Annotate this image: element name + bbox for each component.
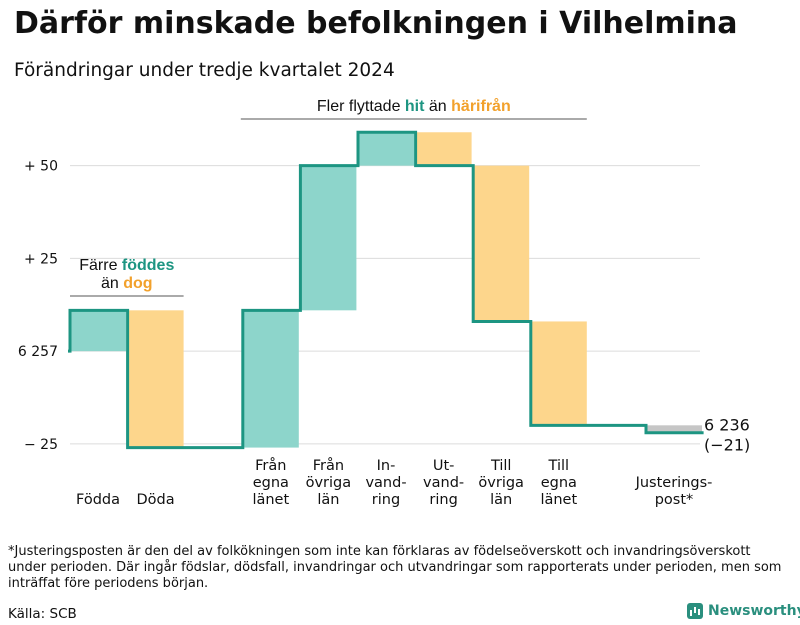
category-label-3-line-2: länet — [252, 492, 290, 508]
category-label-7-line-2: län — [490, 492, 513, 508]
category-label-8-line-1: egna — [540, 475, 577, 491]
y-tick-label-3: + 50 — [24, 159, 58, 175]
migration-annotation-text-0-part-0: Fler flyttade — [317, 98, 405, 115]
category-label-8-line-0: Till — [548, 458, 570, 474]
category-label-7-line-1: övriga — [478, 475, 524, 491]
chart-title: Därför minskade befolkningen i Vilhelmin… — [14, 6, 738, 41]
cumulative-step-line — [68, 130, 704, 450]
category-label-6: Ut-vand-ring — [409, 458, 479, 509]
migration-annotation-text-0-part-2: än — [424, 98, 451, 115]
category-label-5-line-2: ring — [371, 492, 401, 508]
category-label-7: Till övriga län — [466, 458, 536, 509]
category-label-10-line-1: post* — [654, 492, 694, 508]
category-label-3-line-1: egna — [252, 475, 289, 491]
newsworthy-logo-icon — [687, 603, 703, 619]
bar-8 — [530, 321, 587, 426]
births-annotation-text-0-part-0: Färre — [79, 257, 122, 274]
bar-1 — [127, 310, 184, 448]
chart-subtitle: Förändringar under tredje kvartalet 2024 — [14, 60, 395, 81]
migration-annotation-text-0-part-3: härifrån — [451, 97, 511, 115]
category-label-3-line-0: Från — [255, 458, 287, 474]
brand-logo: Newsworthy — [687, 603, 800, 619]
category-label-7-line-0: Till — [490, 458, 512, 474]
category-label-0-line-0: Födda — [76, 492, 120, 508]
category-label-5-line-1: vand- — [365, 475, 407, 491]
category-label-3: Från egna länet — [236, 458, 306, 509]
waterfall-chart: − 256 257+ 25+ 506 236(−21)Färre föddesä… — [18, 97, 750, 455]
category-label-6-line-1: vand- — [423, 475, 465, 491]
end-change-label: (−21) — [704, 436, 750, 455]
brand-name: Newsworthy — [708, 603, 800, 619]
births-annotation-text-1-part-1: dog — [123, 275, 152, 292]
category-label-0: Födda — [63, 492, 133, 509]
migration-annotation-text-0-part-1: hit — [405, 98, 425, 115]
category-label-10: Justerings-post* — [624, 475, 724, 509]
category-label-4: Från övriga län — [293, 458, 363, 509]
bar-6 — [415, 132, 472, 166]
bar-0 — [70, 310, 126, 352]
category-label-4-line-2: län — [317, 492, 340, 508]
footnote: *Justeringsposten är den del av folkökni… — [8, 544, 782, 591]
category-label-4-line-0: Från — [312, 458, 345, 474]
category-label-6-line-2: ring — [429, 492, 458, 508]
births-annotation-text-1-part-0: än — [101, 275, 123, 292]
births-annotation-text-1: än dog — [101, 275, 153, 292]
category-label-1-line-0: Döda — [136, 492, 175, 508]
births-annotation-text-0-part-1: föddes — [122, 257, 175, 274]
category-label-5: In-vand-ring — [351, 458, 421, 509]
end-value-label: 6 236 — [704, 416, 750, 435]
bar-5 — [358, 132, 414, 166]
births-annotation-text-0: Färre föddes — [79, 257, 174, 274]
category-label-4-line-1: övriga — [305, 475, 352, 491]
bar-4 — [300, 165, 357, 311]
bar-10 — [646, 425, 702, 433]
source-label: Källa: SCB — [8, 606, 77, 622]
y-tick-label-1: 6 257 — [18, 344, 58, 360]
bar-3 — [242, 310, 299, 448]
category-label-5-line-0: In- — [376, 458, 396, 474]
category-label-8-line-2: länet — [540, 492, 578, 508]
bar-7 — [473, 165, 530, 322]
category-label-6-line-0: Ut- — [432, 458, 455, 474]
migration-annotation-text-0: Fler flyttade hit än härifrån — [317, 97, 511, 115]
y-tick-label-2: + 25 — [24, 251, 58, 267]
y-tick-label-0: − 25 — [24, 437, 58, 453]
category-label-10-line-0: Justerings- — [635, 475, 713, 491]
category-label-1: Döda — [121, 492, 191, 509]
category-label-8: Till egna länet — [524, 458, 594, 509]
